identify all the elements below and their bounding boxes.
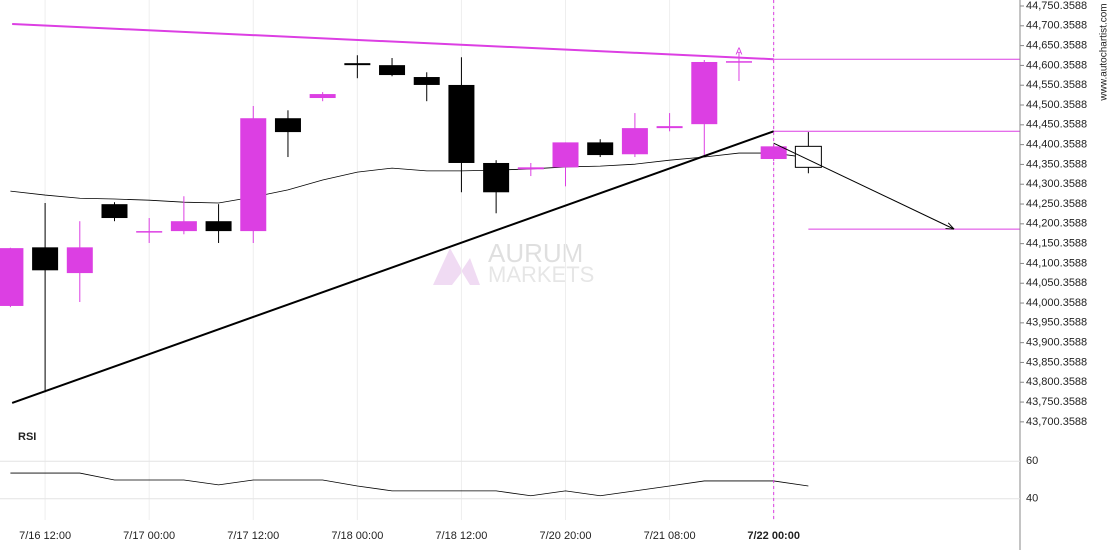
candle-body xyxy=(656,126,683,129)
y-tick-label: 43,750.3588 xyxy=(1026,396,1087,408)
x-tick-label: 7/17 12:00 xyxy=(227,530,279,542)
y-tick-label: 43,950.3588 xyxy=(1026,317,1087,329)
x-tick-label: 7/20 20:00 xyxy=(540,530,592,542)
candle-body xyxy=(32,247,59,271)
moving-average xyxy=(10,152,809,204)
y-tick-label: 44,100.3588 xyxy=(1026,257,1087,269)
candle-body xyxy=(136,231,163,233)
forecast-body xyxy=(794,145,822,168)
candle-body xyxy=(552,142,579,168)
x-tick-label: 7/18 12:00 xyxy=(435,530,487,542)
candle-body xyxy=(170,221,197,232)
candle-body xyxy=(691,61,718,125)
y-tick-label: 44,650.3588 xyxy=(1026,40,1087,52)
y-tick-label: 44,550.3588 xyxy=(1026,79,1087,91)
y-tick-label: 44,500.3588 xyxy=(1026,99,1087,111)
pattern-marker: A xyxy=(736,47,743,58)
x-tick-label: 7/17 00:00 xyxy=(123,530,175,542)
y-tick-label: 43,700.3588 xyxy=(1026,416,1087,428)
y-tick-label: 44,600.3588 xyxy=(1026,59,1087,71)
y-tick-label: 43,900.3588 xyxy=(1026,337,1087,349)
y-tick-label: 44,700.3588 xyxy=(1026,20,1087,32)
watermark-logo xyxy=(433,248,480,285)
y-tick-label: 44,450.3588 xyxy=(1026,119,1087,131)
watermark: AURUM MARKETS xyxy=(433,238,594,287)
source: www.autochartist.com xyxy=(1099,3,1110,101)
candle-body xyxy=(205,221,232,232)
candle-body xyxy=(725,61,752,63)
plot-area: A xyxy=(0,0,1020,520)
x-tick-label: 7/18 00:00 xyxy=(331,530,383,542)
x-tick-label: 7/22 00:00 xyxy=(747,530,800,542)
y-tick-label: 44,350.3588 xyxy=(1026,158,1087,170)
trendline xyxy=(11,130,775,404)
trendline xyxy=(12,22,774,61)
candle-body xyxy=(101,204,128,219)
y-tick-label: 44,200.3588 xyxy=(1026,218,1087,230)
candle-body xyxy=(309,94,336,99)
y-tick-label: 43,850.3588 xyxy=(1026,356,1087,368)
y-tick-label: 44,150.3588 xyxy=(1026,238,1087,250)
candle-body xyxy=(483,162,510,193)
y-tick-label: 43,800.3588 xyxy=(1026,376,1087,388)
candle-body xyxy=(587,142,614,156)
y-tick-label: 44,400.3588 xyxy=(1026,139,1087,151)
rsi-line xyxy=(10,472,809,497)
y-tick-label: 44,750.3588 xyxy=(1026,0,1087,12)
y-tick-label: 44,050.3588 xyxy=(1026,277,1087,289)
x-tick-label: 7/16 12:00 xyxy=(19,530,71,542)
watermark-text: MARKETS xyxy=(488,262,594,287)
forecast-arrow xyxy=(773,142,954,229)
watermark-text: AURUM xyxy=(488,238,583,268)
y-tick-label: 44,250.3588 xyxy=(1026,198,1087,210)
rsi-tick-label: 60 xyxy=(1026,455,1038,467)
rsi-tick-label: 40 xyxy=(1026,493,1038,505)
candle-body xyxy=(413,77,440,85)
candle-body xyxy=(274,118,301,133)
candle-body xyxy=(517,167,544,170)
candle-body xyxy=(0,248,24,306)
y-tick-label: 44,300.3588 xyxy=(1026,178,1087,190)
candle-body xyxy=(379,65,406,76)
y-tick-label: 44,000.3588 xyxy=(1026,297,1087,309)
candle-body xyxy=(448,84,475,163)
rsi-title: RSI xyxy=(18,431,36,443)
candle-body xyxy=(66,247,93,274)
candle-body xyxy=(344,63,371,66)
candle-body xyxy=(621,128,648,155)
x-tick-label: 7/21 08:00 xyxy=(644,530,696,542)
candle-body xyxy=(240,118,267,232)
